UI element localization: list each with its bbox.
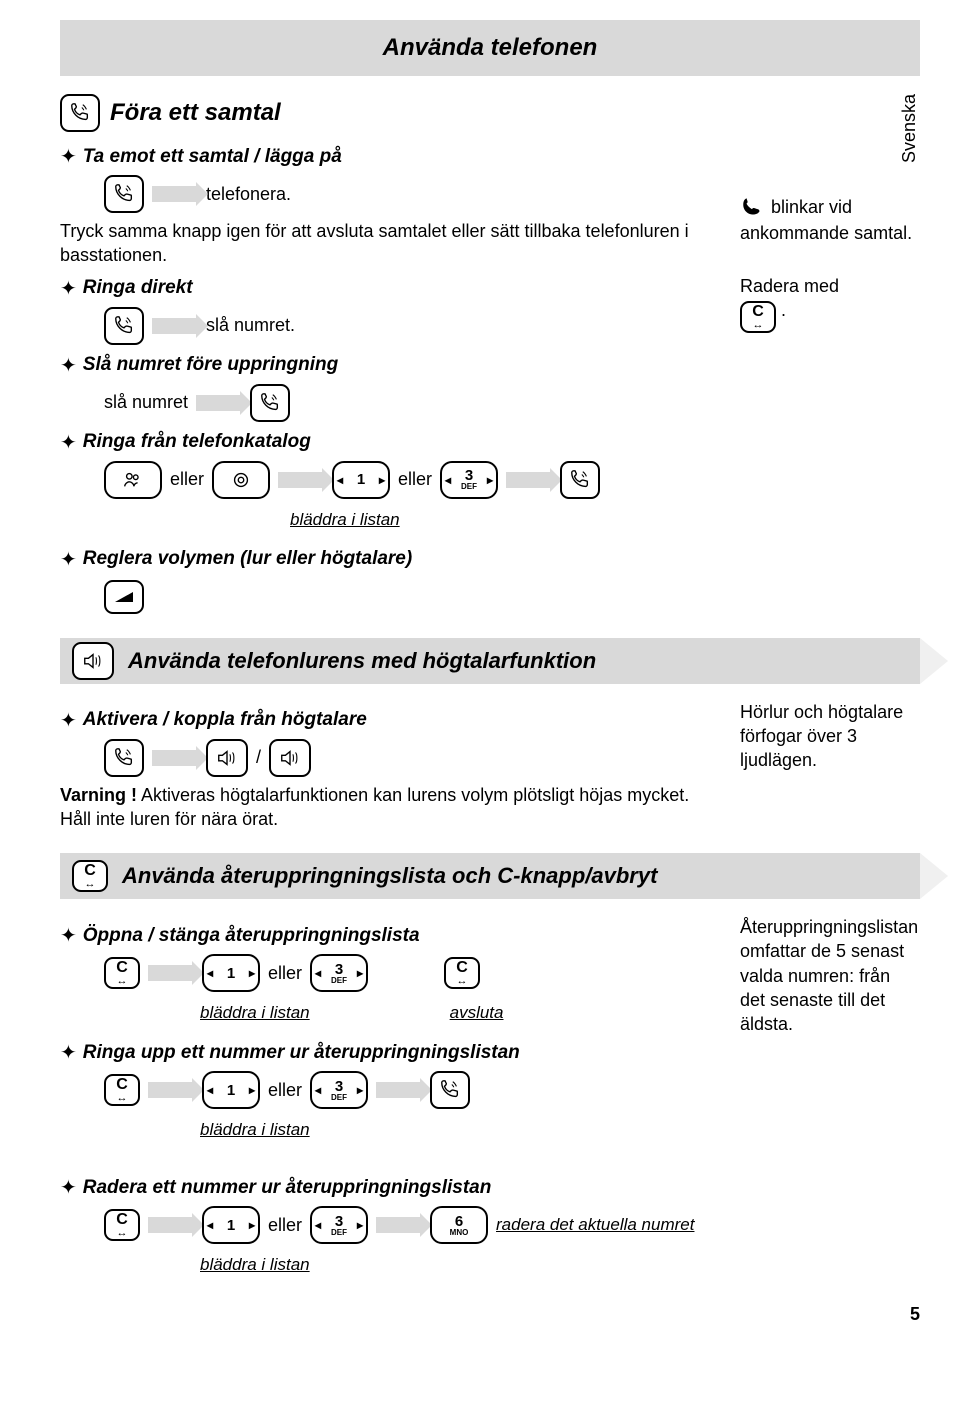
section3-banner: C↔ Använda återuppringningslista och C-k… — [60, 853, 920, 899]
phone-waves-key-icon — [104, 175, 144, 213]
row-redial-call: C↔ 1 eller 3DEF — [60, 1071, 720, 1109]
side-note-levels: Hörlur och högtalare förfogar över 3 lju… — [740, 700, 920, 773]
c-key-icon: C↔ — [72, 860, 108, 892]
bullet-receive-call: ✦ Ta emot ett samtal / lägga på — [60, 144, 720, 169]
c-key-icon: C↔ — [740, 301, 776, 333]
key-3: 3DEF — [310, 954, 368, 992]
c-key-icon: C↔ — [444, 957, 480, 989]
bullet-redial-delete: ✦ Radera ett nummer ur återuppringningsl… — [60, 1175, 920, 1200]
phone-waves-key-icon — [104, 739, 144, 777]
key-3: 3DEF — [440, 461, 498, 499]
handset-icon — [740, 197, 766, 217]
side-note-redial: Återuppringningslistan omfattar de 5 sen… — [740, 915, 920, 1036]
key-1: 1 — [202, 954, 260, 992]
page-title: Använda telefonen — [383, 34, 598, 62]
phone-waves-key-icon — [104, 307, 144, 345]
people-key-icon — [104, 461, 162, 499]
arrow-icon — [506, 472, 552, 488]
key-3: 3DEF — [310, 1206, 368, 1244]
key-6: 6MNO — [430, 1206, 488, 1244]
row-redial-delete-label: bläddra i listan — [60, 1246, 920, 1284]
ring-key-icon — [212, 461, 270, 499]
c-key-icon: C↔ — [104, 1209, 140, 1241]
speaker-key-icon — [269, 739, 311, 777]
warning-para: Varning ! Aktiveras högtalarfunktionen k… — [60, 783, 720, 832]
c-key-icon: C↔ — [104, 1074, 140, 1106]
row-receive: telefonera. — [60, 175, 720, 213]
section3-title: Använda återuppringningslista och C-knap… — [122, 863, 657, 889]
row-redial-open: C↔ 1 eller 3DEF C↔ — [60, 954, 720, 992]
row-dial-before: slå numret — [60, 384, 720, 422]
bullet-speaker-toggle: ✦ Aktivera / koppla från högtalare — [60, 708, 720, 733]
phone-waves-key-icon — [430, 1071, 470, 1109]
para-hangup: Tryck samma knapp igen för att avsluta s… — [60, 219, 720, 268]
key-3: 3DEF — [310, 1071, 368, 1109]
page-header: Använda telefonen — [60, 20, 920, 76]
key-1: 1 — [202, 1206, 260, 1244]
arrow-icon — [148, 965, 194, 981]
bullet-marker: ✦ — [60, 144, 77, 169]
bullet-dial-direct: ✦ Ringa direkt — [60, 276, 720, 301]
phone-waves-key-icon — [250, 384, 290, 422]
row-phonebook: eller 1 eller 3DEF — [60, 461, 720, 499]
volume-key-icon — [104, 580, 144, 614]
row-speaker-toggle: / — [60, 739, 720, 777]
arrow-icon — [376, 1217, 422, 1233]
row-scroll-label: bläddra i listan — [60, 501, 720, 539]
row-volume — [60, 578, 720, 616]
bullet-dial-before: ✦ Slå numret före uppringning — [60, 353, 720, 378]
bullet-redial-call: ✦ Ringa upp ett nummer ur återuppringnin… — [60, 1040, 720, 1065]
section1-title: Föra ett samtal — [110, 99, 281, 127]
bullet-phonebook: ✦ Ringa från telefonkatalog — [60, 430, 720, 455]
row-redial-labels: bläddra i listan avsluta — [60, 994, 720, 1032]
arrow-icon — [278, 472, 324, 488]
phone-waves-key-icon — [560, 461, 600, 499]
language-tab: Svenska — [899, 94, 920, 163]
arrow-icon — [152, 750, 198, 766]
key-1: 1 — [202, 1071, 260, 1109]
arrow-icon — [376, 1082, 422, 1098]
bullet-volume: ✦ Reglera volymen (lur eller högtalare) — [60, 547, 720, 572]
row-redial-call-label: bläddra i listan — [60, 1111, 720, 1149]
row-redial-delete: C↔ 1 eller 3DEF 6MNO radera det aktuella… — [60, 1206, 920, 1244]
arrow-icon — [152, 318, 198, 334]
bullet-redial-open: ✦ Öppna / stänga återuppringningslista — [60, 923, 720, 948]
section2-title: Använda telefonlurens med högtalarfunkti… — [128, 648, 596, 674]
arrow-icon — [196, 395, 242, 411]
arrow-icon — [152, 186, 198, 202]
c-key-icon: C↔ — [104, 957, 140, 989]
phone-waves-icon — [60, 94, 100, 132]
page-number: 5 — [60, 1304, 920, 1325]
arrow-icon — [148, 1082, 194, 1098]
speaker-key-icon — [206, 739, 248, 777]
speaker-icon — [72, 642, 114, 680]
side-note-delete: Radera med C↔ . — [740, 274, 920, 334]
section1-header: Föra ett samtal — [60, 94, 720, 132]
row-dial-direct: slå numret. — [60, 307, 720, 345]
arrow-icon — [148, 1217, 194, 1233]
key-1: 1 — [332, 461, 390, 499]
side-note-incoming: blinkar vid ankommande samtal. — [740, 195, 920, 246]
section2-banner: Använda telefonlurens med högtalarfunkti… — [60, 638, 920, 684]
